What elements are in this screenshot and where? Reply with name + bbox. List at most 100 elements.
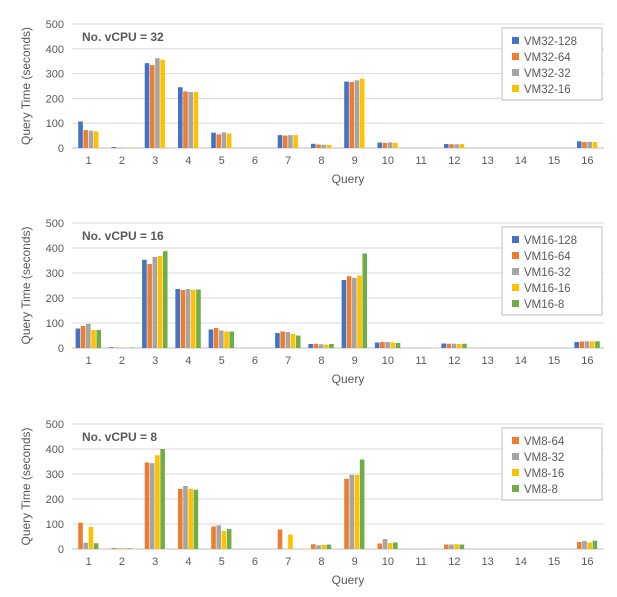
bar <box>349 474 355 549</box>
bar <box>595 341 600 348</box>
bar <box>188 91 193 148</box>
x-tick-label: 12 <box>448 155 460 167</box>
bar <box>462 343 467 348</box>
x-tick-label: 2 <box>119 155 125 167</box>
bar <box>359 459 365 549</box>
bar <box>221 132 227 148</box>
bar <box>313 343 319 348</box>
legend-swatch <box>512 284 519 291</box>
bar <box>385 342 390 348</box>
legend-swatch <box>512 437 519 444</box>
bar <box>155 58 160 148</box>
series-VM16-128 <box>75 259 579 348</box>
bar <box>454 144 459 148</box>
y-axis-title: Query Time (seconds) <box>19 226 33 344</box>
bar <box>387 543 393 549</box>
bar <box>310 544 316 549</box>
bar <box>75 328 81 348</box>
bar <box>183 91 188 148</box>
x-axis-title: Query <box>332 573 365 587</box>
y-tick-label: 200 <box>46 93 64 105</box>
series-VM32-64 <box>83 65 587 149</box>
y-tick-label: 300 <box>46 69 64 81</box>
y-tick-label: 100 <box>46 318 64 330</box>
bar <box>344 81 349 148</box>
series-VM16-64 <box>80 264 585 348</box>
x-tick-label: 1 <box>86 355 92 367</box>
legend-swatch <box>512 53 519 60</box>
series-VM32-128 <box>78 63 582 148</box>
bar <box>341 280 347 348</box>
legend: VM8-64 VM8-32 VM8-16 VM8-8 <box>501 427 603 501</box>
bar <box>108 347 114 348</box>
bar <box>196 289 201 348</box>
bar <box>288 135 293 148</box>
series-VM16-32 <box>86 257 590 348</box>
legend-label: VM32-32 <box>524 68 571 80</box>
x-tick-label: 14 <box>515 355 527 367</box>
bar <box>188 488 193 549</box>
bar <box>454 544 459 549</box>
y-tick-label: 500 <box>46 19 64 31</box>
bar <box>185 289 191 348</box>
legend-swatch <box>512 37 519 44</box>
bar <box>175 289 180 348</box>
x-tick-label: 16 <box>581 556 593 568</box>
chart-title: No. vCPU = 32 <box>82 30 164 44</box>
bar <box>144 63 150 148</box>
x-tick-label: 7 <box>285 155 291 167</box>
x-tick-label: 1 <box>86 556 92 568</box>
y-tick-label: 0 <box>58 544 64 556</box>
bar <box>346 276 352 348</box>
series-VM8-32 <box>83 463 587 549</box>
x-tick-label: 13 <box>482 155 494 167</box>
bar <box>127 147 132 149</box>
series-VM8-16 <box>88 455 592 549</box>
bar <box>293 135 298 148</box>
x-tick-label: 8 <box>318 155 324 167</box>
bar <box>213 328 219 348</box>
bar <box>589 341 595 348</box>
x-tick-label: 14 <box>515 556 527 568</box>
legend-label: VM8-32 <box>524 452 564 464</box>
x-tick-label: 4 <box>185 556 191 568</box>
bar <box>362 253 368 348</box>
bar <box>193 91 199 148</box>
bar <box>83 542 89 549</box>
x-tick-label: 16 <box>581 155 593 167</box>
x-tick-label: 9 <box>352 155 358 167</box>
x-tick-label: 8 <box>318 355 324 367</box>
x-tick-label: 7 <box>285 556 291 568</box>
y-tick-label: 300 <box>46 469 64 481</box>
x-tick-label: 14 <box>515 155 527 167</box>
bar <box>88 527 94 549</box>
bar <box>579 341 585 348</box>
bar <box>208 329 214 348</box>
bar <box>449 544 454 549</box>
bar <box>288 534 293 549</box>
bar <box>582 142 587 148</box>
x-tick-label: 1 <box>86 155 92 167</box>
bar <box>390 342 396 348</box>
bar <box>316 545 321 549</box>
x-tick-label: 16 <box>581 355 593 367</box>
legend-swatch <box>512 268 519 275</box>
bar <box>295 335 301 348</box>
legend-label: VM8-64 <box>524 436 565 448</box>
y-tick-label: 200 <box>46 494 64 506</box>
y-axis-title: Query Time (seconds) <box>19 27 33 145</box>
bar <box>377 142 383 148</box>
y-tick-label: 400 <box>46 243 64 255</box>
chart-title: No. vCPU = 16 <box>82 229 164 243</box>
bar <box>359 78 365 148</box>
bar <box>393 542 398 549</box>
legend-swatch <box>512 252 519 259</box>
x-tick-label: 10 <box>382 355 394 367</box>
bar <box>326 544 332 549</box>
bar <box>451 343 457 348</box>
bar <box>229 331 235 348</box>
bar <box>382 142 388 148</box>
bar <box>226 133 232 148</box>
y-tick-label: 500 <box>46 419 64 431</box>
bar <box>127 548 132 549</box>
